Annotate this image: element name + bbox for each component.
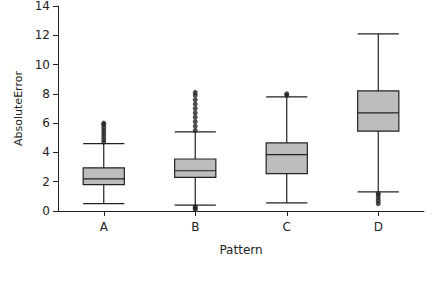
svg-text:12: 12 — [35, 28, 50, 42]
svg-text:2: 2 — [42, 175, 50, 189]
svg-text:8: 8 — [42, 87, 50, 101]
svg-text:Pattern: Pattern — [219, 243, 262, 257]
svg-text:6: 6 — [42, 116, 50, 130]
svg-text:D: D — [374, 220, 383, 234]
svg-text:C: C — [283, 220, 291, 234]
svg-text:10: 10 — [35, 58, 50, 72]
svg-text:14: 14 — [35, 0, 50, 13]
svg-text:0: 0 — [42, 204, 50, 218]
svg-text:B: B — [191, 220, 199, 234]
svg-text:A: A — [100, 220, 109, 234]
svg-text:4: 4 — [42, 145, 50, 159]
svg-text:AbsoluteError: AbsoluteError — [12, 71, 25, 146]
